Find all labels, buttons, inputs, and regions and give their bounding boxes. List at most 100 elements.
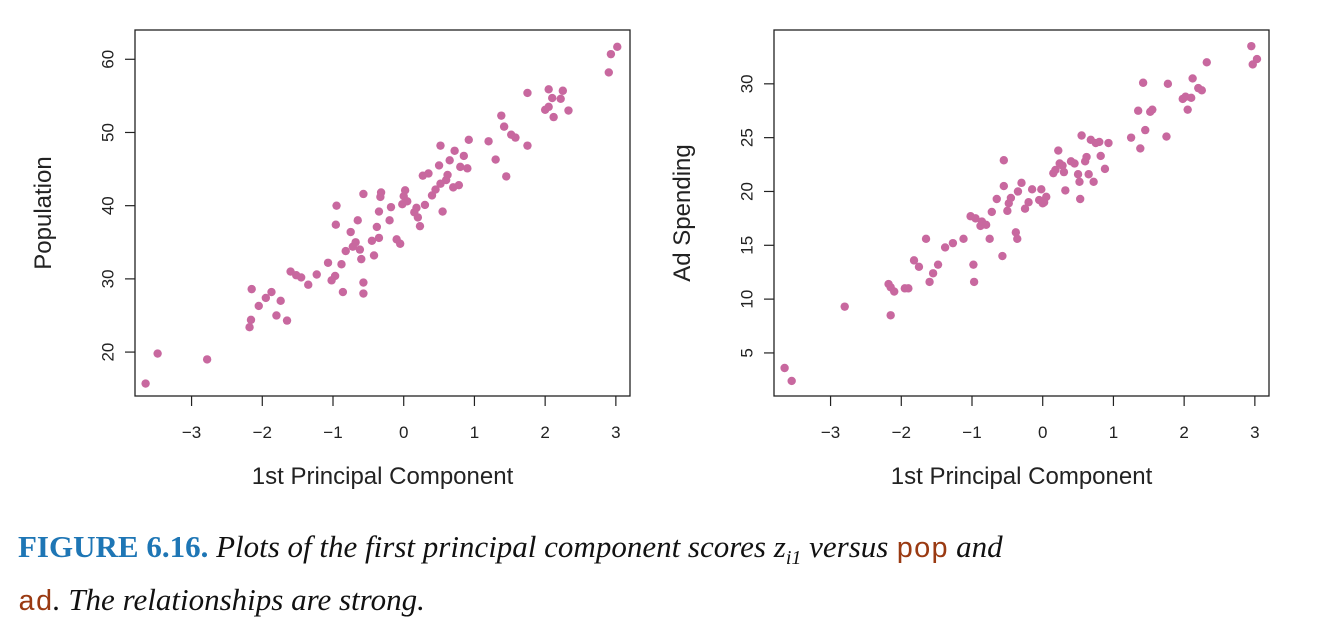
data-point (940, 243, 950, 252)
data-point (141, 379, 150, 388)
data-point (272, 311, 281, 320)
data-point (337, 260, 346, 269)
data-point (1027, 185, 1037, 194)
data-point (1003, 206, 1012, 216)
x-axis-label: 1st Principal Component (891, 463, 1153, 490)
data-point (202, 355, 212, 364)
data-point (372, 222, 382, 232)
data-point (312, 270, 321, 279)
data-point (1104, 138, 1113, 148)
data-point (415, 221, 425, 231)
data-point (463, 164, 472, 173)
data-point (1082, 152, 1091, 162)
data-point (403, 197, 412, 206)
data-point (999, 181, 1009, 191)
data-point (351, 238, 360, 247)
caption-math-sub: i1 (785, 547, 802, 570)
data-point (1252, 54, 1262, 64)
data-point (1077, 131, 1086, 140)
data-point (431, 185, 440, 194)
data-point (606, 49, 616, 59)
y-tick-label: 25 (737, 128, 756, 147)
data-point (985, 234, 994, 244)
data-point (1075, 177, 1084, 186)
x-tick-label: 1 (1109, 423, 1118, 442)
data-point (909, 256, 919, 265)
data-point (346, 227, 355, 237)
data-point (369, 251, 379, 260)
data-point (367, 236, 377, 246)
data-point (1061, 186, 1070, 195)
data-point (331, 220, 341, 229)
scatter-population-svg: −3 −2 −1 0 1 2 3 20 30 40 50 60 1st Principal Compon… (30, 29, 631, 490)
data-point (1141, 125, 1150, 135)
caption-text-1: Plots of the first principal component s… (216, 529, 774, 564)
data-point (491, 155, 500, 164)
data-point (787, 376, 796, 386)
data-point (332, 201, 341, 210)
data-point (499, 122, 509, 131)
scatter-ad-spending-svg: −3 −2 −1 0 1 2 3 5 10 15 20 25 30 1st Principal Compo… (669, 29, 1270, 490)
data-point (928, 269, 938, 278)
data-point (523, 141, 532, 150)
data-point (304, 280, 313, 289)
data-point (438, 207, 447, 216)
data-point (386, 202, 396, 212)
y-axis-label: Ad Spending (669, 144, 696, 281)
data-point (1006, 193, 1016, 203)
data-point (556, 94, 565, 104)
data-point (374, 233, 384, 243)
scatter-plot-ad-spending: −3 −2 −1 0 1 2 3 5 10 15 20 25 30 1st Principal Compo… (661, 0, 1322, 510)
data-point (282, 316, 292, 325)
data-point (1020, 204, 1030, 213)
data-point (247, 284, 256, 294)
data-point (412, 203, 421, 213)
data-point (959, 234, 968, 244)
data-point (780, 363, 789, 373)
data-point (1070, 159, 1079, 168)
data-point (921, 234, 931, 244)
caption-math-var: z (773, 529, 786, 564)
data-point (1197, 86, 1207, 95)
data-point (484, 137, 493, 146)
data-point (998, 251, 1007, 261)
data-point (359, 289, 368, 298)
data-point (1187, 93, 1196, 103)
data-point (914, 262, 924, 272)
data-point (443, 170, 452, 180)
scatter-plot-population: −3 −2 −1 0 1 2 3 20 30 40 50 60 1st Principal Compon… (0, 0, 661, 510)
y-tick-label: 60 (98, 50, 117, 69)
data-point (436, 141, 445, 150)
data-point (548, 93, 557, 103)
y-tick-label: 15 (737, 236, 756, 255)
data-point (544, 102, 553, 112)
data-point (549, 112, 558, 122)
data-point (1247, 41, 1256, 51)
data-point (454, 180, 464, 190)
caption-code-pop: pop (896, 533, 949, 566)
data-point (1054, 146, 1063, 155)
data-point (1059, 167, 1069, 177)
data-point (376, 188, 386, 197)
data-point (999, 156, 1009, 165)
data-point (840, 302, 849, 311)
data-point (353, 216, 362, 225)
data-point (464, 135, 473, 144)
data-point (1126, 133, 1136, 142)
y-tick-label: 10 (737, 290, 756, 309)
data-point (987, 207, 996, 217)
data-point (992, 194, 1001, 204)
data-point (523, 88, 532, 98)
data-point (1095, 137, 1104, 147)
data-point (1075, 194, 1085, 204)
data-point (1188, 74, 1197, 83)
data-point (1089, 177, 1098, 186)
data-point (1100, 164, 1110, 174)
caption-text-2: versus (801, 529, 897, 564)
data-point (456, 162, 465, 172)
data-point (296, 273, 306, 282)
x-tick-label: −2 (253, 423, 272, 442)
data-point (254, 301, 263, 311)
data-point (971, 214, 980, 223)
figure-caption: FIGURE 6.16. Plots of the first principa… (18, 526, 1308, 624)
